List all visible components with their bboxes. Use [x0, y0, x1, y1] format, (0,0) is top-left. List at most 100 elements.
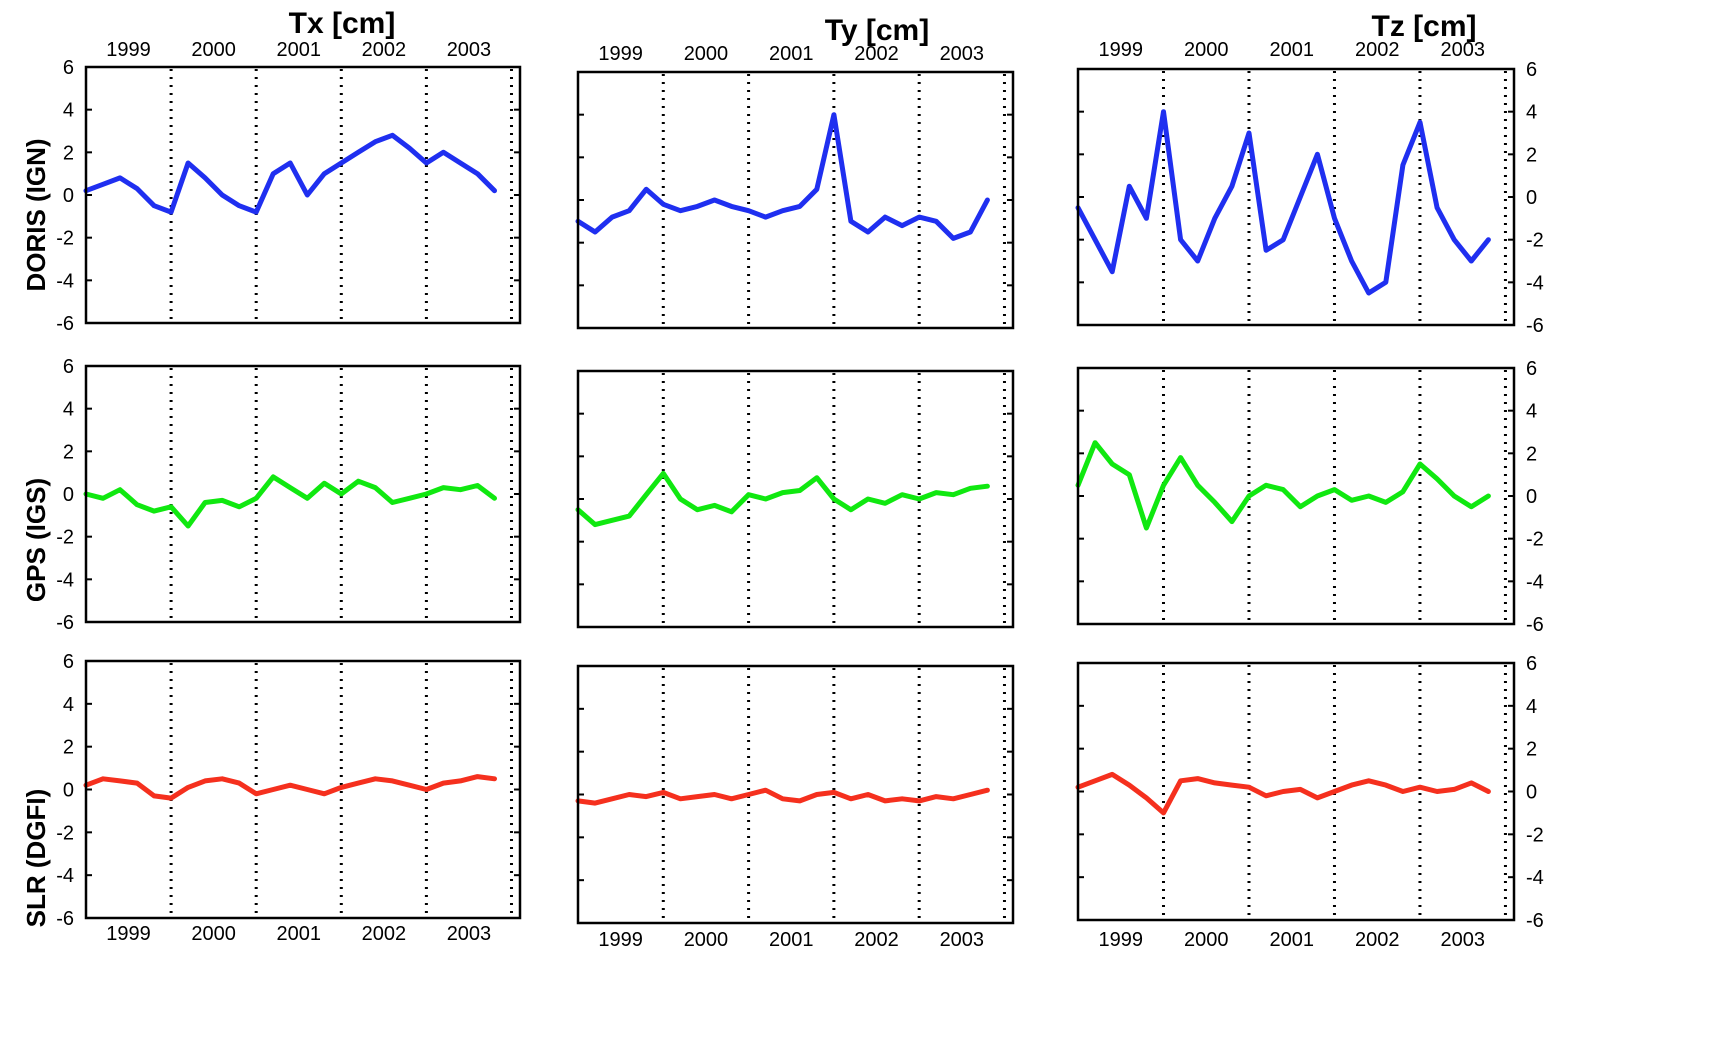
y-tick-label: -4 — [56, 865, 74, 887]
x-tick-label: 2000 — [1184, 39, 1229, 61]
y-tick-label: 0 — [1526, 782, 1537, 804]
y-tick-label: -2 — [1526, 529, 1544, 551]
plot-frame — [576, 664, 1015, 925]
plot-frame — [1076, 67, 1516, 327]
x-tick-label: 2003 — [940, 929, 985, 951]
y-tick-label: 2 — [63, 737, 74, 759]
x-tick-label: 2002 — [854, 929, 899, 951]
x-tick-label: 2002 — [1355, 929, 1400, 951]
x-tick-label: 2001 — [1269, 39, 1314, 61]
y-tick-label: -6 — [56, 612, 74, 634]
year-labels-top: 1999 2000 2001 2002 2003 1999 2000 2001 2002 2003… — [106, 39, 1485, 65]
x-tick-label: 2003 — [1440, 39, 1485, 61]
panel-r3-c2 — [575, 664, 1015, 925]
y-tick-label: 2 — [63, 441, 74, 463]
series-line-slr-ty — [575, 787, 990, 806]
series-line-doris-tx — [83, 132, 497, 215]
y-tick-label: -6 — [56, 313, 74, 335]
y-tick-label: -4 — [1526, 571, 1544, 593]
plot-frame — [84, 65, 522, 325]
y-tick-label: 6 — [1526, 358, 1537, 380]
y-tick-label: 2 — [1526, 443, 1537, 465]
plot-frame — [1076, 661, 1516, 922]
x-tick-label: 2001 — [769, 43, 814, 65]
y-tick-label: -2 — [56, 527, 74, 549]
y-tick-label: 0 — [63, 780, 74, 802]
x-tick-label: 1999 — [1098, 39, 1143, 61]
x-tick-label: 2003 — [447, 923, 492, 945]
y-tick-label: -6 — [56, 908, 74, 930]
x-tick-label: 2001 — [769, 929, 814, 951]
y-tick-label: 4 — [63, 694, 74, 716]
column-title-ty: Ty [cm] — [825, 14, 929, 47]
x-tick-label: 2003 — [940, 43, 985, 65]
y-tick-label: -2 — [1526, 824, 1544, 846]
x-tick-label: 1999 — [1098, 929, 1143, 951]
x-tick-label: 2000 — [191, 923, 236, 945]
x-tick-label: 2003 — [1440, 929, 1485, 951]
panels — [83, 65, 1516, 925]
x-tick-label: 2002 — [1355, 39, 1400, 61]
x-tick-label: 2002 — [854, 43, 899, 65]
y-tick-label: -6 — [1526, 910, 1544, 932]
panel-r2-c2 — [575, 369, 1015, 629]
y-axis-right: 6 4 2 0 -2 -4 -6 6 4 2 0 -2 -4 -6 6 4 2 0 -2 -4 -6 — [1526, 59, 1544, 932]
y-tick-label: -4 — [56, 270, 74, 292]
y-tick-label: -4 — [56, 569, 74, 591]
x-tick-label: 2002 — [362, 923, 407, 945]
x-tick-label: 2001 — [1269, 929, 1314, 951]
x-tick-label: 2001 — [276, 923, 321, 945]
y-tick-label: 4 — [63, 100, 74, 122]
series-line-slr-tz — [1075, 771, 1491, 816]
plot-frame — [1076, 366, 1516, 626]
x-tick-label: 1999 — [598, 43, 643, 65]
y-tick-label: 6 — [63, 651, 74, 673]
y-tick-label: 4 — [63, 399, 74, 421]
plot-frame — [84, 659, 522, 920]
series-line-gps-tx — [83, 474, 497, 529]
row-label-doris: DORIS (IGN) — [21, 138, 51, 291]
x-tick-label: 2001 — [276, 39, 321, 61]
x-tick-label: 1999 — [598, 929, 643, 951]
panel-r3-c3 — [1075, 661, 1516, 922]
column-title-tz: Tz [cm] — [1372, 10, 1477, 43]
x-tick-label: 2000 — [684, 929, 729, 951]
y-tick-label: 0 — [1526, 187, 1537, 209]
x-tick-label: 2000 — [684, 43, 729, 65]
panel-r1-c3 — [1075, 67, 1516, 327]
series-line-doris-tz — [1075, 109, 1491, 296]
y-tick-label: 2 — [63, 142, 74, 164]
series-line-slr-tx — [83, 774, 497, 801]
plot-frame — [576, 369, 1015, 629]
x-tick-label: 1999 — [106, 39, 151, 61]
y-tick-label: 6 — [63, 356, 74, 378]
y-tick-label: 2 — [1526, 144, 1537, 166]
y-tick-label: 6 — [1526, 59, 1537, 81]
y-tick-label: 4 — [1526, 102, 1537, 124]
series-line-gps-ty — [575, 470, 990, 528]
year-labels-bottom: 1999 2000 2001 2002 2003 1999 2000 2001 2002 2003… — [106, 923, 1485, 951]
series-line-gps-tz — [1075, 440, 1491, 531]
x-tick-label: 2002 — [362, 39, 407, 61]
y-tick-label: -2 — [56, 822, 74, 844]
y-tick-label: -6 — [1526, 614, 1544, 636]
x-tick-label: 1999 — [106, 923, 151, 945]
y-tick-label: 6 — [63, 57, 74, 79]
x-tick-label: 2000 — [191, 39, 236, 61]
row-label-slr: SLR (DGFI) — [21, 789, 51, 928]
y-tick-label: -4 — [1526, 867, 1544, 889]
panel-r3-c1 — [83, 659, 522, 920]
panel-r2-c3 — [1075, 366, 1516, 626]
y-tick-label: -2 — [56, 228, 74, 250]
y-tick-label: 4 — [1526, 401, 1537, 423]
plot-frame — [84, 364, 522, 624]
series-line-doris-ty — [575, 112, 990, 241]
y-tick-label: -6 — [1526, 315, 1544, 337]
y-tick-label: -2 — [1526, 230, 1544, 252]
x-tick-label: 2003 — [447, 39, 492, 61]
plot-frame — [576, 70, 1015, 330]
y-tick-label: 6 — [1526, 653, 1537, 675]
y-tick-label: -4 — [1526, 272, 1544, 294]
y-axis-left: 6 4 2 0 -2 -4 -6 6 4 2 0 -2 -4 -6 6 4 2 0 -2 -4 -6 — [56, 57, 74, 930]
